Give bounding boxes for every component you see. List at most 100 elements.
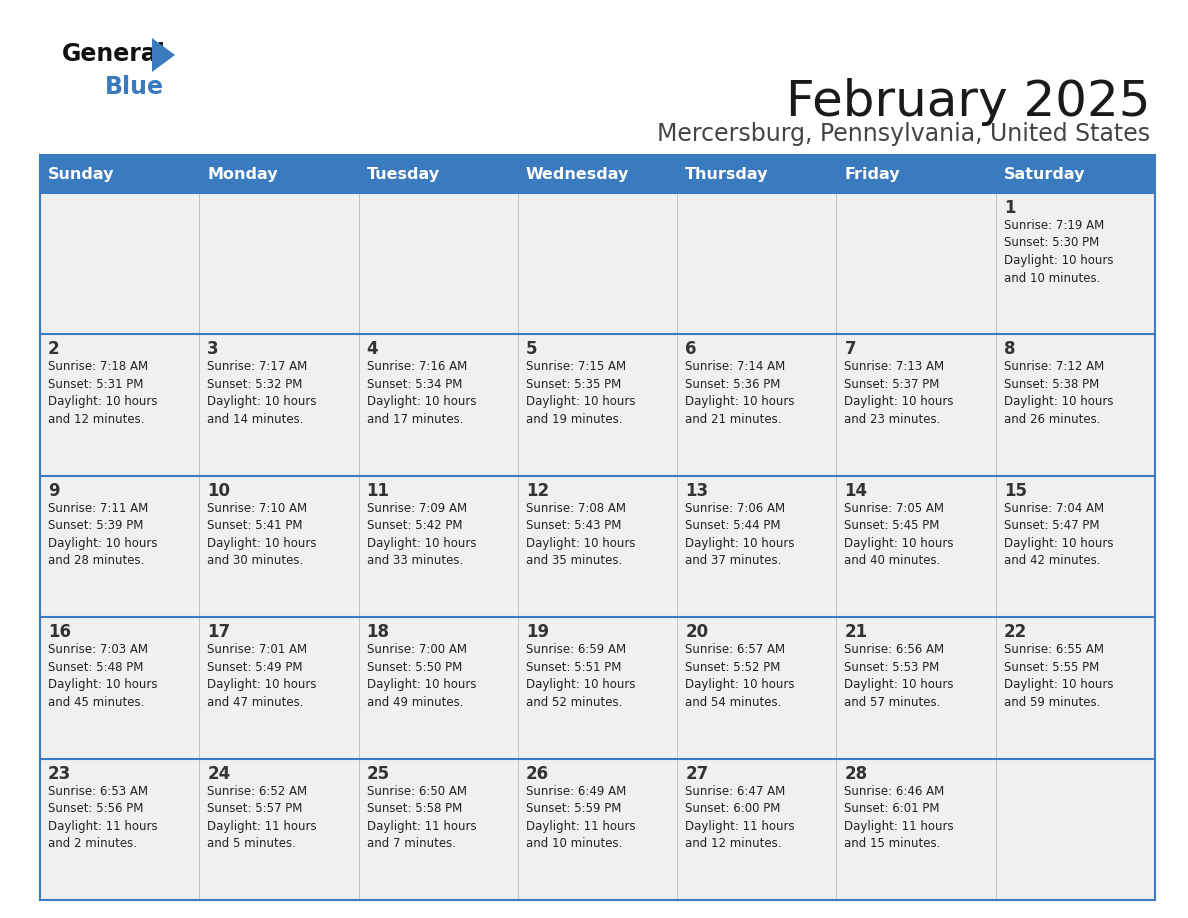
Text: Daylight: 10 hours: Daylight: 10 hours: [1004, 537, 1113, 550]
Text: and 12 minutes.: and 12 minutes.: [48, 413, 145, 426]
Text: and 49 minutes.: and 49 minutes.: [367, 696, 463, 709]
Text: Daylight: 11 hours: Daylight: 11 hours: [367, 820, 476, 833]
Text: February 2025: February 2025: [785, 78, 1150, 126]
Text: Daylight: 10 hours: Daylight: 10 hours: [526, 678, 636, 691]
Text: 26: 26: [526, 765, 549, 783]
Text: Sunset: 5:35 PM: Sunset: 5:35 PM: [526, 378, 621, 391]
Text: and 47 minutes.: and 47 minutes.: [207, 696, 304, 709]
Text: Sunrise: 6:55 AM: Sunrise: 6:55 AM: [1004, 644, 1104, 656]
Bar: [359, 334, 518, 476]
Bar: [359, 758, 518, 900]
Text: 15: 15: [1004, 482, 1026, 499]
Text: and 52 minutes.: and 52 minutes.: [526, 696, 623, 709]
Bar: [518, 476, 677, 617]
Text: and 57 minutes.: and 57 minutes.: [845, 696, 941, 709]
Text: 16: 16: [48, 623, 71, 641]
Text: Sunset: 5:51 PM: Sunset: 5:51 PM: [526, 661, 621, 674]
Text: and 30 minutes.: and 30 minutes.: [207, 554, 304, 567]
Text: Sunrise: 7:17 AM: Sunrise: 7:17 AM: [207, 361, 308, 374]
Text: 25: 25: [367, 765, 390, 783]
Text: Sunrise: 6:46 AM: Sunrise: 6:46 AM: [845, 785, 944, 798]
Text: Daylight: 10 hours: Daylight: 10 hours: [367, 537, 476, 550]
Text: Sunrise: 7:05 AM: Sunrise: 7:05 AM: [845, 502, 944, 515]
Bar: [996, 155, 1155, 193]
Text: Sunset: 5:53 PM: Sunset: 5:53 PM: [845, 661, 940, 674]
Bar: [359, 155, 518, 193]
Text: and 7 minutes.: and 7 minutes.: [367, 837, 455, 850]
Text: Daylight: 10 hours: Daylight: 10 hours: [367, 396, 476, 409]
Text: Daylight: 10 hours: Daylight: 10 hours: [845, 396, 954, 409]
Text: Sunrise: 6:53 AM: Sunrise: 6:53 AM: [48, 785, 148, 798]
Bar: [518, 758, 677, 900]
Text: Sunrise: 7:11 AM: Sunrise: 7:11 AM: [48, 502, 148, 515]
Bar: [836, 617, 996, 758]
Text: Sunrise: 7:14 AM: Sunrise: 7:14 AM: [685, 361, 785, 374]
Text: Daylight: 10 hours: Daylight: 10 hours: [1004, 678, 1113, 691]
Text: Mercersburg, Pennsylvania, United States: Mercersburg, Pennsylvania, United States: [657, 122, 1150, 146]
Text: and 12 minutes.: and 12 minutes.: [685, 837, 782, 850]
Bar: [996, 758, 1155, 900]
Text: 8: 8: [1004, 341, 1016, 358]
Text: Sunset: 5:31 PM: Sunset: 5:31 PM: [48, 378, 144, 391]
Text: and 42 minutes.: and 42 minutes.: [1004, 554, 1100, 567]
Text: Sunset: 5:55 PM: Sunset: 5:55 PM: [1004, 661, 1099, 674]
Bar: [677, 758, 836, 900]
Text: 9: 9: [48, 482, 59, 499]
Text: Sunset: 6:00 PM: Sunset: 6:00 PM: [685, 802, 781, 815]
Text: Saturday: Saturday: [1004, 166, 1085, 182]
Text: Sunrise: 7:09 AM: Sunrise: 7:09 AM: [367, 502, 467, 515]
Text: Daylight: 10 hours: Daylight: 10 hours: [1004, 254, 1113, 267]
Text: 6: 6: [685, 341, 696, 358]
Text: Daylight: 10 hours: Daylight: 10 hours: [845, 678, 954, 691]
Bar: [836, 334, 996, 476]
Text: Sunset: 6:01 PM: Sunset: 6:01 PM: [845, 802, 940, 815]
Bar: [200, 334, 359, 476]
Text: Sunrise: 6:50 AM: Sunrise: 6:50 AM: [367, 785, 467, 798]
Text: Wednesday: Wednesday: [526, 166, 630, 182]
Bar: [200, 476, 359, 617]
Text: Sunset: 5:50 PM: Sunset: 5:50 PM: [367, 661, 462, 674]
Text: Sunrise: 6:56 AM: Sunrise: 6:56 AM: [845, 644, 944, 656]
Bar: [996, 617, 1155, 758]
Text: Sunset: 5:58 PM: Sunset: 5:58 PM: [367, 802, 462, 815]
Text: 11: 11: [367, 482, 390, 499]
Text: and 10 minutes.: and 10 minutes.: [526, 837, 623, 850]
Text: and 28 minutes.: and 28 minutes.: [48, 554, 145, 567]
Text: Sunset: 5:37 PM: Sunset: 5:37 PM: [845, 378, 940, 391]
Text: Daylight: 11 hours: Daylight: 11 hours: [526, 820, 636, 833]
Bar: [359, 617, 518, 758]
Text: Sunset: 5:43 PM: Sunset: 5:43 PM: [526, 520, 621, 532]
Text: Sunset: 5:41 PM: Sunset: 5:41 PM: [207, 520, 303, 532]
Text: Daylight: 10 hours: Daylight: 10 hours: [207, 396, 317, 409]
Text: 2: 2: [48, 341, 59, 358]
Text: Sunset: 5:32 PM: Sunset: 5:32 PM: [207, 378, 303, 391]
Bar: [40, 155, 200, 193]
Text: Sunrise: 7:01 AM: Sunrise: 7:01 AM: [207, 644, 308, 656]
Bar: [836, 476, 996, 617]
Text: Sunrise: 6:52 AM: Sunrise: 6:52 AM: [207, 785, 308, 798]
Text: and 54 minutes.: and 54 minutes.: [685, 696, 782, 709]
Text: Sunrise: 7:00 AM: Sunrise: 7:00 AM: [367, 644, 467, 656]
Text: 14: 14: [845, 482, 867, 499]
Text: and 5 minutes.: and 5 minutes.: [207, 837, 296, 850]
Text: 10: 10: [207, 482, 230, 499]
Bar: [200, 617, 359, 758]
Bar: [359, 193, 518, 334]
Text: and 14 minutes.: and 14 minutes.: [207, 413, 304, 426]
Text: Sunset: 5:45 PM: Sunset: 5:45 PM: [845, 520, 940, 532]
Bar: [40, 334, 200, 476]
Text: Sunrise: 6:47 AM: Sunrise: 6:47 AM: [685, 785, 785, 798]
Text: Sunset: 5:56 PM: Sunset: 5:56 PM: [48, 802, 144, 815]
Text: Sunrise: 7:08 AM: Sunrise: 7:08 AM: [526, 502, 626, 515]
Bar: [677, 476, 836, 617]
Text: 22: 22: [1004, 623, 1026, 641]
Bar: [518, 193, 677, 334]
Text: Daylight: 10 hours: Daylight: 10 hours: [48, 396, 158, 409]
Bar: [836, 758, 996, 900]
Text: Sunrise: 7:04 AM: Sunrise: 7:04 AM: [1004, 502, 1104, 515]
Text: Sunset: 5:57 PM: Sunset: 5:57 PM: [207, 802, 303, 815]
Text: and 26 minutes.: and 26 minutes.: [1004, 413, 1100, 426]
Text: 18: 18: [367, 623, 390, 641]
Text: and 45 minutes.: and 45 minutes.: [48, 696, 145, 709]
Text: Monday: Monday: [207, 166, 278, 182]
